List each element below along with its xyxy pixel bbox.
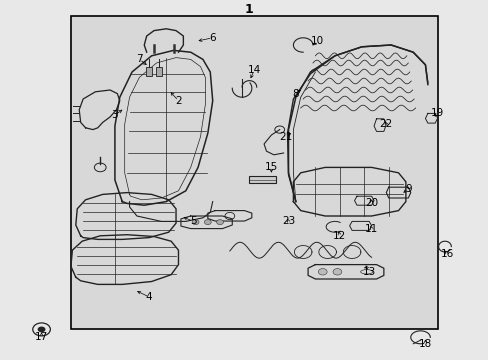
Text: 15: 15 [264, 162, 278, 172]
Text: 11: 11 [364, 224, 378, 234]
Text: 16: 16 [440, 249, 453, 259]
Text: 12: 12 [332, 231, 346, 241]
Text: 4: 4 [145, 292, 152, 302]
Polygon shape [249, 176, 276, 183]
Polygon shape [146, 67, 152, 76]
Text: 18: 18 [418, 339, 431, 349]
Circle shape [332, 269, 341, 275]
Circle shape [204, 220, 211, 225]
Text: 13: 13 [362, 267, 375, 277]
Text: 6: 6 [209, 33, 216, 43]
Circle shape [318, 269, 326, 275]
Circle shape [192, 220, 199, 225]
Text: 20: 20 [365, 198, 377, 208]
Text: 8: 8 [292, 89, 299, 99]
Circle shape [38, 327, 45, 332]
Text: 21: 21 [279, 132, 292, 142]
Text: 2: 2 [175, 96, 182, 106]
Circle shape [216, 220, 223, 225]
Text: 9: 9 [404, 184, 411, 194]
Text: 14: 14 [247, 65, 261, 75]
Polygon shape [156, 67, 162, 76]
Text: 17: 17 [35, 332, 48, 342]
Text: 10: 10 [311, 36, 324, 46]
Text: 3: 3 [111, 110, 118, 120]
Text: 23: 23 [281, 216, 295, 226]
Text: 5: 5 [189, 216, 196, 226]
Text: 19: 19 [430, 108, 444, 118]
Text: 7: 7 [136, 54, 142, 64]
Text: 22: 22 [379, 119, 392, 129]
Bar [71, 16, 437, 329]
Text: 1: 1 [244, 3, 253, 15]
